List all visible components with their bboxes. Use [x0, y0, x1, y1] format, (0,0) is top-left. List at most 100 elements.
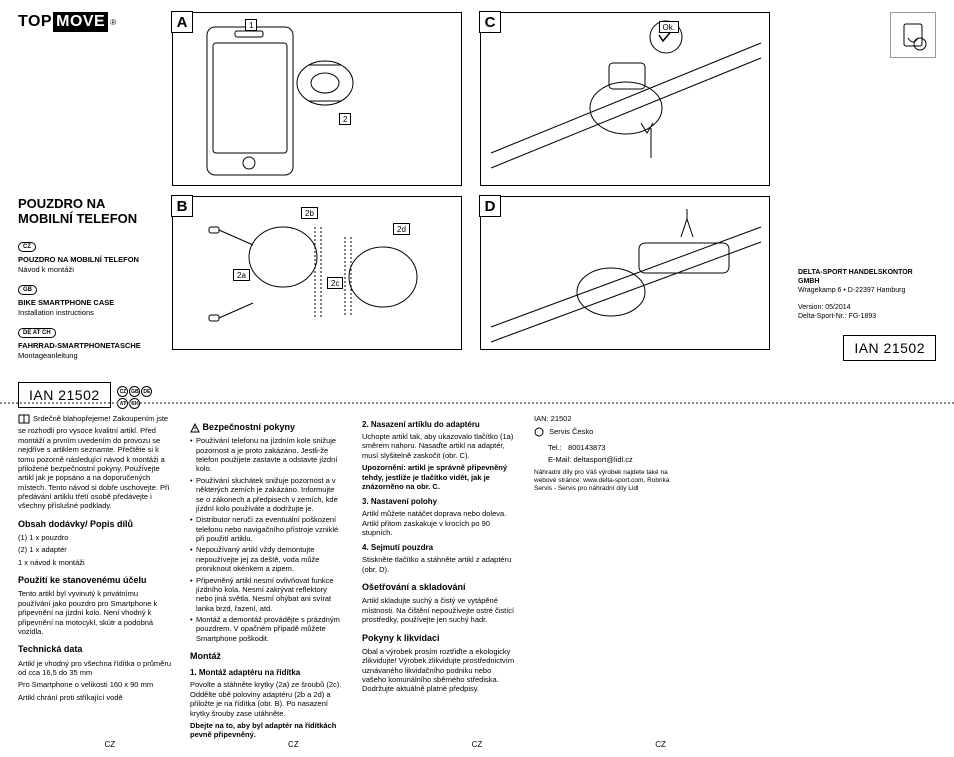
lang-badge-de: DE AT CH: [18, 328, 56, 338]
intro-text: Srdečně blahopřejeme! Zakoupením jste se…: [18, 414, 169, 510]
hand-warning-icon: [896, 18, 930, 52]
parts-note: Náhradní díly pro Váš výrobek najdete ta…: [534, 469, 688, 493]
text-col-5: [706, 414, 860, 743]
p-osetreni: Artikl skladujte suchý a čistý ve vytápě…: [362, 596, 516, 624]
lang-cz: CZ POUZDRO NA MOBILNÍ TELEFON Návod k mo…: [18, 241, 160, 274]
circle-cz: CZ: [117, 386, 128, 397]
footer-cz-1: CZ: [33, 740, 187, 749]
text-col-3: 2. Nasazení artiklu do adaptéru Uchopte …: [362, 414, 516, 743]
label-c-ok: Ok.: [659, 21, 679, 33]
service-name: Servis Česko: [549, 427, 593, 436]
diagram-c: C Ok.: [480, 12, 770, 186]
book-icon: [18, 414, 30, 426]
label-a-1: 1: [245, 19, 257, 31]
email-value: deltasport@lidl.cz: [573, 455, 632, 464]
safety-6: Montáž a demontáž provádějte s prázdným …: [196, 615, 344, 643]
label-b-2b: 2b: [301, 207, 318, 219]
h-obsah: Obsah dodávky/ Popis dílů: [18, 519, 172, 530]
company-version: Version: 05/2014: [798, 303, 936, 312]
h-technicka: Technická data: [18, 644, 172, 655]
footer-cz-2: CZ: [216, 740, 370, 749]
h-likvidace: Pokyny k likvidaci: [362, 633, 516, 644]
company-name: DELTA-SPORT HANDELSKONTOR GMBH: [798, 268, 936, 286]
h-osetreni: Ošetřování a skladování: [362, 582, 516, 593]
lang-sub-gb: Installation instructions: [18, 308, 160, 317]
diagram-d-svg: [481, 197, 771, 351]
text-col-1: Srdečně blahopřejeme! Zakoupením jste se…: [18, 414, 172, 743]
p-montaz-1: Povolte a stáhněte krytky (2a) ze šroubů…: [190, 680, 344, 718]
h-nasazeni: 2. Nasazení artiklu do adaptéru: [362, 420, 516, 430]
footer-cz-3: CZ: [400, 740, 554, 749]
diagram-letter-b: B: [171, 195, 193, 217]
logo-top: TOP: [18, 13, 52, 31]
label-b-2d: 2d: [393, 223, 410, 235]
lang-badge-gb: GB: [18, 285, 37, 295]
diagram-a: A 1 2: [172, 12, 462, 186]
p-nastaveni: Artikl můžete natáčet doprava nebo dolev…: [362, 509, 516, 537]
diagram-c-svg: [481, 13, 771, 187]
safety-3: Distributor neručí za eventuální poškoze…: [196, 515, 344, 543]
safety-list: Používání telefonu na jízdním kole snižu…: [190, 436, 344, 643]
footer-cz-5: [767, 740, 921, 749]
ian-text: IAN: 21502: [534, 414, 688, 423]
h-montaz: Montáž: [190, 651, 344, 662]
company-addr: Wragekamp 6 • D-22397 Hamburg: [798, 286, 936, 295]
company-ref: Delta-Sport-Nr.: FG-1893: [798, 312, 936, 321]
logo-move: MOVE: [53, 12, 108, 32]
h-sejmuti: 4. Sejmutí pouzdra: [362, 543, 516, 553]
lang-title-de: FAHRRAD-SMARTPHONETASCHE: [18, 341, 160, 350]
h-nastaveni: 3. Nastavení polohy: [362, 497, 516, 507]
p-tech-2: Pro Smartphone o velikosti 160 x 90 mm: [18, 680, 172, 689]
label-b-2a: 2a: [233, 269, 250, 281]
circle-gb: GB: [129, 386, 140, 397]
safety-4: Nepoužívaný artikl vždy demontujte nepou…: [196, 545, 344, 573]
text-columns: Srdečně blahopřejeme! Zakoupením jste se…: [18, 414, 936, 743]
lang-sub-de: Montageanleitung: [18, 351, 160, 360]
h-montaz-1: 1. Montáž adaptéru na řídítka: [190, 668, 344, 678]
diagram-letter-a: A: [171, 11, 193, 33]
lang-gb: GB BIKE SMARTPHONE CASE Installation ins…: [18, 284, 160, 317]
company-info: DELTA-SPORT HANDELSKONTOR GMBH Wragekamp…: [798, 268, 936, 321]
warning-triangle-icon: [190, 423, 200, 433]
safety-2: Používání sluchátek snižuje pozornost a …: [196, 476, 344, 514]
tel-value: 800143873: [568, 443, 606, 452]
diagram-b: B 2a 2b 2c 2d: [172, 196, 462, 350]
safety-1: Používání telefonu na jízdním kole snižu…: [196, 436, 344, 474]
circle-de: DE: [141, 386, 152, 397]
h-pouziti: Použití ke stanovenému účelu: [18, 575, 172, 586]
text-col-2: Bezpečnostní pokyny Používání telefonu n…: [190, 414, 344, 743]
h-bezpecnost: Bezpečnostní pokyny: [190, 422, 344, 433]
diagram-a-svg: [173, 13, 463, 187]
p-sejmuti: Stiskněte tlačítko a stáhněte artikl z a…: [362, 555, 516, 574]
warning-icon-box: [890, 12, 936, 58]
p-obsah-2: (2) 1 x adaptér: [18, 545, 172, 554]
lang-title-gb: BIKE SMARTPHONE CASE: [18, 298, 160, 307]
product-title: POUZDRO NA MOBILNÍ TELEFON: [18, 197, 160, 227]
p-pouziti: Tento artikl byl vyvinutý k privátnímu p…: [18, 589, 172, 636]
p-nasazeni-warn: Upozornění: artikl je správně připevněný…: [362, 463, 516, 491]
lang-title-cz: POUZDRO NA MOBILNÍ TELEFON: [18, 255, 160, 264]
footer: CZ CZ CZ CZ: [0, 740, 954, 749]
diagram-d: D: [480, 196, 770, 350]
footer-cz-4: CZ: [584, 740, 738, 749]
p-montaz-warn: Dbejte na to, aby byl adaptér na řídítká…: [190, 721, 344, 740]
p-obsah-1: (1) 1 x pouzdro: [18, 533, 172, 542]
p-obsah-3: 1 x návod k montáži: [18, 558, 172, 567]
lang-circles: CZ GB DE AT CH: [117, 386, 153, 410]
p-tech-3: Artikl chrání proti stříkající vodě: [18, 693, 172, 702]
logo-registered: ®: [110, 18, 116, 27]
lang-sub-cz: Návod k montáži: [18, 265, 160, 274]
lang-badge-cz: CZ: [18, 242, 36, 252]
safety-5: Připevněný artikl nesmí ovlivňovat funkc…: [196, 576, 344, 614]
diagram-letter-c: C: [479, 11, 501, 33]
fold-divider: [0, 402, 954, 404]
p-nasazeni: Uchopte artikl tak, aby ukazovalo tlačít…: [362, 432, 516, 460]
label-b-2c: 2c: [327, 277, 343, 289]
email-label: E-Mail:: [548, 455, 571, 464]
label-a-2: 2: [339, 113, 351, 125]
diagram-b-svg: [173, 197, 463, 351]
lang-de: DE AT CH FAHRRAD-SMARTPHONETASCHE Montag…: [18, 327, 160, 360]
p-likvidace: Obal a výrobek prosím roztřiďte a ekolog…: [362, 647, 516, 694]
diagram-letter-d: D: [479, 195, 501, 217]
tel-label: Tel.:: [548, 443, 562, 452]
